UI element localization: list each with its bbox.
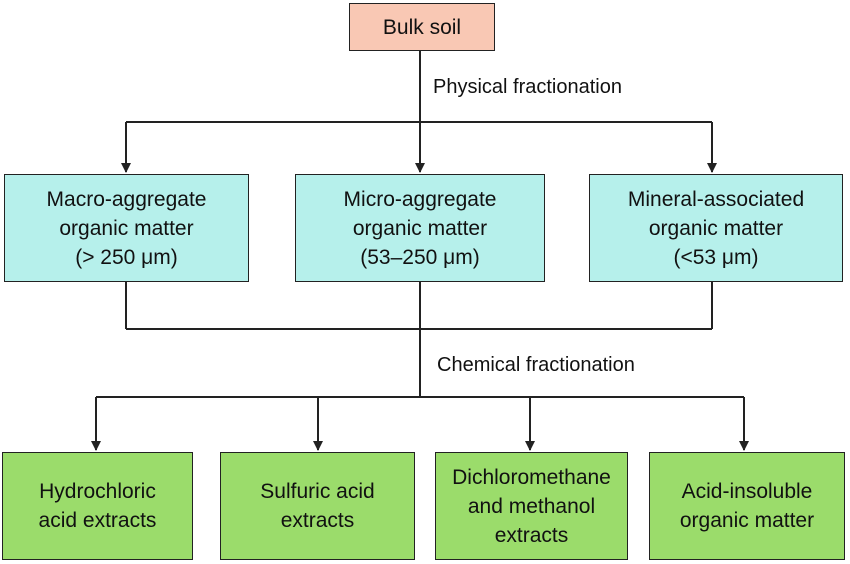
dichloromethane-box: Dichloromethane and methanol extracts — [435, 452, 628, 560]
macro-aggregate-box: Macro-aggregate organic matter (> 250 μm… — [4, 174, 249, 282]
hydrochloric-line-2: acid extracts — [38, 509, 157, 532]
macro-line-3: (> 250 μm) — [75, 245, 178, 269]
chemical-fractionation-label: Chemical fractionation — [437, 354, 635, 376]
macro-line-2: organic matter — [59, 216, 194, 240]
mineral-line-3: (<53 μm) — [673, 245, 759, 269]
acid-insoluble-line-2: organic matter — [679, 509, 815, 532]
dichloromethane-line-1: Dichloromethane — [452, 465, 611, 489]
sulfuric-acid-box: Sulfuric acid extracts — [220, 452, 415, 560]
mineral-line-1: Mineral-associated — [627, 187, 805, 211]
dichloromethane-line-3: extracts — [494, 523, 569, 547]
sulfuric-line-2: extracts — [280, 509, 355, 532]
acid-insoluble-box: Acid-insoluble organic matter — [649, 452, 845, 560]
hydrochloric-line-1: Hydrochloric — [39, 480, 156, 503]
bulk-soil-label: Bulk soil — [382, 15, 462, 39]
bulk-soil-box: Bulk soil — [349, 3, 495, 51]
micro-line-1: Micro-aggregate — [343, 187, 497, 211]
hydrochloric-acid-box: Hydrochloric acid extracts — [2, 452, 193, 560]
micro-aggregate-box: Micro-aggregate organic matter (53–250 μ… — [295, 174, 545, 282]
physical-fractionation-label: Physical fractionation — [433, 76, 622, 98]
micro-line-2: organic matter — [352, 216, 488, 240]
mineral-line-2: organic matter — [648, 216, 784, 240]
dichloromethane-line-2: and methanol — [467, 494, 596, 518]
micro-line-3: (53–250 μm) — [360, 245, 480, 269]
sulfuric-line-1: Sulfuric acid — [260, 480, 375, 503]
acid-insoluble-line-1: Acid-insoluble — [681, 480, 813, 503]
macro-line-1: Macro-aggregate — [46, 187, 207, 211]
mineral-associated-box: Mineral-associated organic matter (<53 μ… — [589, 174, 843, 282]
